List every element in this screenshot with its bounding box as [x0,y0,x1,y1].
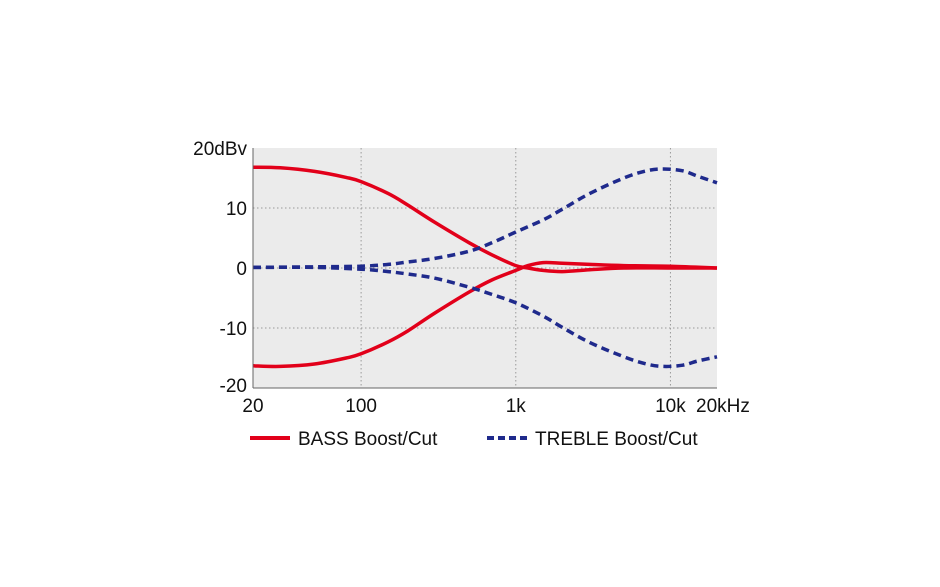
x-tick-label: 100 [345,396,377,417]
legend-label-treble: TREBLE Boost/Cut [535,429,698,450]
y-tick-label: -10 [220,319,247,340]
y-tick-label: -20 [220,376,247,397]
bass-curve-boost [252,165,717,274]
y-tick-label: 0 [236,259,247,280]
y-tick-label: 10 [226,199,247,220]
x-tick-label: 10k [655,396,686,417]
y-tick-label: 20dBv [193,139,247,160]
x-tick-labels: 20 100 1k 10k 20kHz [242,396,749,417]
bass-curve-cut [252,260,718,369]
legend: BASS Boost/Cut TREBLE Boost/Cut [250,429,698,450]
treble-curve-cut [252,265,718,369]
x-tick-label: 20kHz [696,396,750,417]
curves [252,165,718,369]
y-tick-labels: 20dBv 10 0 -10 -20 [193,139,247,397]
legend-label-bass: BASS Boost/Cut [298,429,438,450]
treble-curve-boost [252,167,718,270]
x-tick-label: 1k [506,396,527,417]
x-tick-label: 20 [242,396,263,417]
